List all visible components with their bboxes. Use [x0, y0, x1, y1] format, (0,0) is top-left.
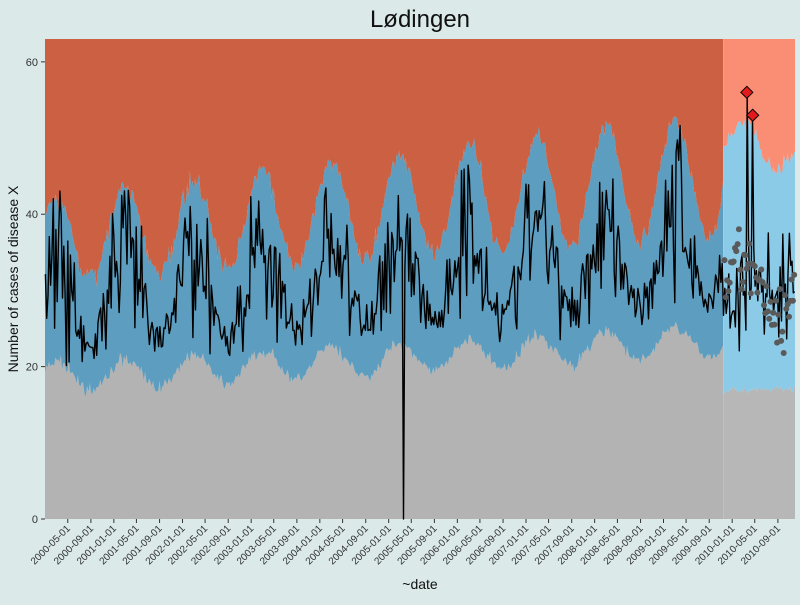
y-tick-label: 0: [32, 514, 38, 526]
forecast-point: [758, 266, 765, 273]
forecast-point: [779, 328, 786, 335]
y-tick-label: 60: [26, 57, 38, 69]
forecast-point: [754, 289, 761, 296]
forecast-point: [770, 309, 777, 316]
band-high-forecast: [723, 39, 795, 176]
forecast-point: [778, 337, 785, 344]
forecast-point: [766, 315, 773, 322]
forecast-point: [791, 271, 798, 278]
outbreak-marker: [740, 85, 754, 100]
forecast-point: [789, 297, 796, 304]
x-axis-title: ~date: [402, 576, 438, 592]
y-tick-label: 20: [26, 362, 38, 374]
forecast-point: [737, 266, 744, 273]
outbreak-marker: [745, 108, 760, 122]
forecast-point: [738, 286, 745, 293]
forecast-point: [761, 302, 767, 309]
forecast-point: [788, 276, 795, 283]
chart-title: Lødingen: [370, 6, 470, 33]
forecast-point: [767, 298, 774, 305]
forecast-point: [725, 288, 732, 295]
forecast-point: [746, 240, 753, 247]
forecast-point: [759, 279, 766, 286]
forecast-point: [763, 283, 770, 290]
forecast-point: [780, 350, 787, 356]
plot-panel: [44, 39, 798, 520]
forecast-point: [722, 294, 729, 301]
forecast-point: [739, 279, 746, 285]
forecast-point: [747, 290, 754, 297]
forecast-point: [721, 257, 728, 264]
forecast-point: [742, 252, 749, 259]
forecast-point: [733, 248, 740, 255]
forecast-point: [730, 258, 737, 265]
forecast-point: [771, 321, 778, 328]
band-high-historical: [45, 39, 724, 287]
forecast-point: [751, 263, 758, 270]
forecast-point: [772, 297, 779, 304]
forecast-point: [734, 241, 741, 248]
band-normal-forecast: [723, 385, 795, 519]
forecast-point: [764, 308, 771, 315]
forecast-point: [786, 313, 792, 320]
forecast-point: [735, 226, 742, 233]
forecast-point: [743, 265, 750, 272]
band-expected-historical: [45, 116, 724, 397]
band-normal-historical: [45, 321, 724, 519]
forecast-point: [776, 286, 783, 292]
forecast-point: [783, 305, 790, 312]
forecast-point: [726, 279, 733, 286]
forecast-point: [775, 311, 782, 318]
series-observed-line: [44, 91, 796, 520]
y-tick-label: 40: [26, 209, 38, 221]
forecast-point: [782, 292, 788, 299]
y-axis-title: Number of cases of disease X: [5, 185, 21, 372]
